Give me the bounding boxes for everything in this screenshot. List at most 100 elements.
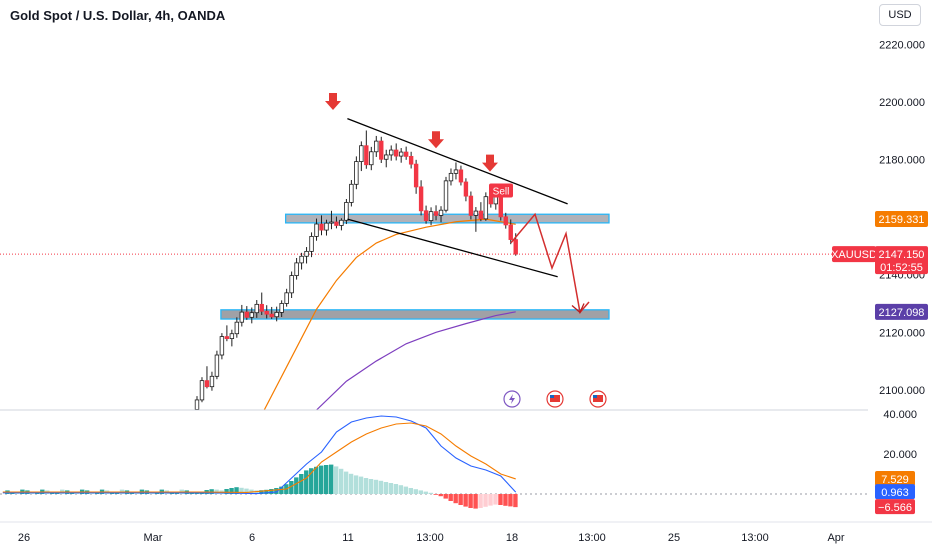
- histogram-bar: [363, 478, 369, 494]
- histogram-bar: [353, 475, 359, 494]
- histogram-bar: [94, 492, 100, 494]
- candle-up: [234, 321, 240, 335]
- histogram-bar: [259, 490, 264, 494]
- sell-label-box: [489, 183, 513, 198]
- candle-down: [458, 169, 464, 183]
- candle-up: [194, 399, 200, 410]
- candle-up: [339, 219, 344, 226]
- time-tick-label: 26: [18, 532, 30, 544]
- price-tag: [832, 246, 876, 263]
- price-tag-label: 2127.098: [879, 307, 925, 319]
- osc-tag-label: −6.566: [878, 502, 912, 514]
- price-tag-label: 2159.331: [879, 214, 925, 226]
- candle-up: [443, 180, 449, 211]
- histogram-bar: [453, 494, 458, 504]
- candle-up: [448, 172, 454, 182]
- price-pane: Sell: [0, 92, 868, 410]
- histogram-bar: [279, 486, 284, 494]
- histogram-bar: [343, 471, 349, 494]
- candle-up: [324, 222, 329, 231]
- candle-down: [503, 216, 508, 226]
- candle-up: [453, 169, 459, 174]
- histogram-bar: [478, 494, 483, 508]
- price-tag: [875, 303, 928, 320]
- price-tag-label: XAUUSD: [831, 249, 877, 261]
- projection-path: [510, 212, 590, 315]
- histogram-bar: [55, 492, 60, 494]
- histogram-bar: [314, 466, 319, 494]
- histogram-bar: [323, 465, 329, 494]
- price-tick-label: 2220.000: [879, 39, 925, 51]
- candle-up: [344, 202, 349, 221]
- time-tick-label: 25: [668, 532, 680, 544]
- candle-down: [204, 380, 210, 388]
- zone-resistance: [284, 213, 610, 224]
- candle-up: [249, 312, 254, 318]
- candle-up: [473, 210, 479, 216]
- histogram-bar: [114, 492, 120, 494]
- histogram-bar: [373, 479, 379, 494]
- candle-up: [209, 375, 215, 388]
- price-tag: [875, 246, 928, 275]
- histogram-bar: [443, 494, 448, 499]
- zone-support: [220, 309, 610, 320]
- histogram-bar: [428, 492, 433, 494]
- histogram-bar: [473, 494, 478, 509]
- candle-down: [403, 151, 409, 157]
- flag-canton: [550, 395, 554, 398]
- candle-up: [483, 196, 489, 220]
- histogram-bar: [264, 489, 269, 494]
- candle-up: [279, 303, 284, 313]
- histogram-bar: [468, 494, 473, 508]
- candle-down: [364, 145, 369, 166]
- osc-tick-label: 40.000: [883, 409, 917, 421]
- histogram-bar: [294, 477, 299, 494]
- histogram-bar: [383, 482, 389, 494]
- candle-down: [433, 211, 439, 216]
- candle-down: [334, 221, 339, 226]
- histogram-bar: [224, 489, 229, 494]
- candle-up: [219, 336, 225, 356]
- histogram-bar: [423, 491, 428, 494]
- candle-up: [389, 149, 394, 156]
- histogram-bar: [154, 492, 160, 494]
- histogram-bar: [513, 494, 518, 508]
- time-tick-label: Mar: [144, 532, 163, 544]
- histogram-bar: [309, 468, 314, 494]
- price-tag: [875, 211, 928, 228]
- histogram-bar: [448, 494, 453, 501]
- time-tick-label: 13:00: [741, 532, 769, 544]
- candle-down: [269, 313, 274, 318]
- histogram-bar: [289, 481, 294, 494]
- candle-down: [224, 336, 230, 340]
- histogram-bar: [239, 487, 244, 494]
- osc-tag-label: 0.963: [881, 487, 909, 499]
- histogram-bar: [304, 470, 309, 494]
- candle-up: [349, 183, 354, 203]
- candle-up: [229, 333, 235, 340]
- time-tick-label: 18: [506, 532, 518, 544]
- histogram-bar: [234, 487, 239, 494]
- candle-down: [488, 196, 494, 205]
- histogram-bar: [358, 476, 364, 494]
- histogram-bar: [333, 466, 339, 494]
- currency-button[interactable]: USD: [879, 4, 921, 26]
- histogram-bar: [244, 488, 249, 494]
- histogram-bar: [269, 489, 274, 494]
- histogram-bar: [174, 492, 179, 494]
- candle-up: [214, 354, 220, 377]
- histogram-bar: [388, 483, 394, 494]
- histogram-bar: [488, 494, 493, 506]
- macd-blue-line: [2, 415, 517, 495]
- histogram-bar: [194, 493, 199, 494]
- histogram-bar: [338, 468, 344, 494]
- histogram-bar: [134, 492, 140, 494]
- histogram-bar: [508, 494, 513, 507]
- candle-up: [384, 154, 389, 160]
- signal-orange-line: [2, 422, 516, 493]
- histogram-bar: [503, 494, 508, 506]
- price-tick-label: 2180.000: [879, 155, 925, 167]
- histogram-bar: [413, 489, 419, 494]
- histogram-bar: [458, 494, 463, 505]
